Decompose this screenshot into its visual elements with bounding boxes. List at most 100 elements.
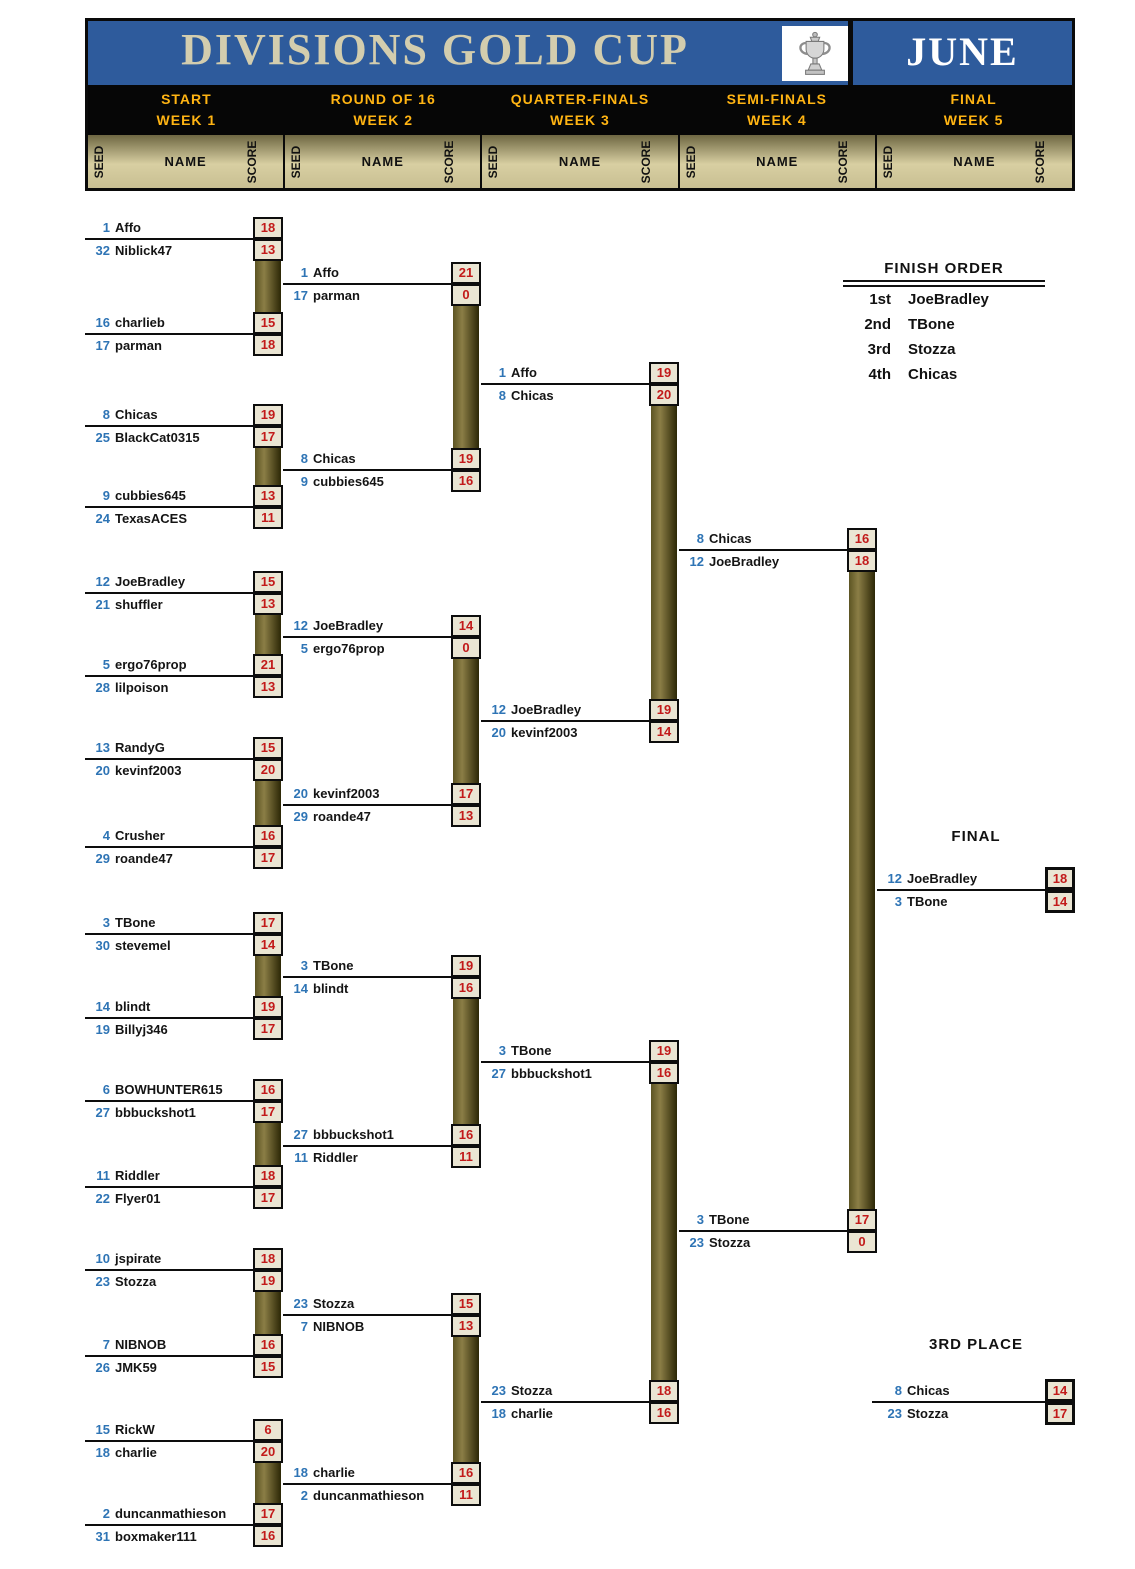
week-label: WEEK 1 <box>156 112 217 128</box>
player-name: stevemel <box>115 938 171 953</box>
player-name: TBone <box>115 915 156 930</box>
seed-label: 1 <box>102 220 110 235</box>
score-box: 16 <box>649 1062 679 1084</box>
score-box: 15 <box>253 737 283 759</box>
player-name: TBone <box>907 894 948 909</box>
score-box: 16 <box>253 1079 283 1101</box>
connector-bar <box>255 1463 281 1503</box>
tournament-title: DIVISIONS GOLD CUP <box>181 25 689 74</box>
match-line <box>872 1401 1045 1403</box>
match-line <box>283 804 451 806</box>
seed-label: 12 <box>293 618 308 633</box>
seed-label: 12 <box>689 554 704 569</box>
week-label: WEEK 2 <box>353 112 414 128</box>
header: DIVISIONS GOLD CUP JUNE START WEE <box>85 18 1075 191</box>
player-name: Chicas <box>313 451 356 466</box>
match-line <box>679 549 847 551</box>
score-box: 18 <box>1045 867 1075 890</box>
player-name: Riddler <box>115 1168 160 1183</box>
player-name: JoeBradley <box>511 702 582 717</box>
player-name: shuffler <box>115 597 163 612</box>
month-label: JUNE <box>906 29 1019 74</box>
score-box: 17 <box>253 1018 283 1040</box>
connector-bar <box>255 1292 281 1334</box>
score-box: 13 <box>451 805 481 827</box>
week-label: WEEK 4 <box>746 112 807 128</box>
seed-label: 1 <box>498 365 506 380</box>
player-name: charlie <box>313 1465 355 1480</box>
seed-label: 1 <box>300 265 308 280</box>
score-box: 19 <box>253 404 283 426</box>
player-name: Billyj346 <box>115 1022 168 1037</box>
seed-label: 19 <box>95 1022 110 1037</box>
player-name: charlie <box>115 1445 157 1460</box>
finish-name: TBone <box>908 316 955 333</box>
player-name: NIBNOB <box>115 1337 167 1352</box>
column-header-group: SEED NAME SCORE <box>285 135 483 188</box>
player-name: Chicas <box>907 1383 950 1398</box>
score-box: 16 <box>253 1525 283 1547</box>
player-name: Stozza <box>313 1296 355 1311</box>
score-box: 21 <box>451 262 481 284</box>
round-label: ROUND OF 16 <box>330 91 436 107</box>
round-header-start: START WEEK 1 <box>88 85 285 135</box>
score-box: 17 <box>253 1101 283 1123</box>
name-column-label: NAME <box>558 154 602 169</box>
score-box: 20 <box>649 384 679 406</box>
seed-label: 14 <box>95 999 110 1014</box>
player-name: Crusher <box>115 828 165 843</box>
player-name: Flyer01 <box>115 1191 161 1206</box>
player-name: Chicas <box>511 388 554 403</box>
seed-label: 30 <box>95 938 110 953</box>
score-box: 19 <box>253 1270 283 1292</box>
match-line <box>283 636 451 638</box>
connector-bar <box>453 306 479 448</box>
player-name: bbbuckshot1 <box>313 1127 394 1142</box>
seed-label: 31 <box>95 1529 110 1544</box>
match-line <box>85 238 253 240</box>
seed-label: 27 <box>95 1105 110 1120</box>
seed-label: 2 <box>102 1506 110 1521</box>
player-name: Affo <box>115 220 141 235</box>
score-box: 17 <box>451 783 481 805</box>
connector-bar <box>849 572 875 1209</box>
score-box: 19 <box>451 448 481 470</box>
player-name: JMK59 <box>115 1360 157 1375</box>
player-name: Riddler <box>313 1150 358 1165</box>
score-box: 17 <box>253 1503 283 1525</box>
seed-label: 27 <box>491 1066 506 1081</box>
player-name: TBone <box>511 1043 552 1058</box>
match-line <box>85 425 253 427</box>
player-name: bbbuckshot1 <box>511 1066 592 1081</box>
seed-label: 8 <box>894 1383 902 1398</box>
score-box: 0 <box>847 1231 877 1253</box>
finish-rank: 1st <box>869 291 891 308</box>
player-name: roande47 <box>313 809 371 824</box>
seed-label: 24 <box>95 511 110 526</box>
round-label: START <box>161 91 212 107</box>
score-box: 16 <box>253 825 283 847</box>
player-name: Stozza <box>115 1274 157 1289</box>
third-place-section-label: 3RD PLACE <box>928 1336 1023 1353</box>
player-name: Niblick47 <box>115 243 173 258</box>
round-header-quarter-finals: QUARTER-FINALS WEEK 3 <box>482 85 679 135</box>
connector-bar <box>453 999 479 1124</box>
seed-label: 11 <box>294 1150 308 1165</box>
player-name: charlie <box>511 1406 553 1421</box>
finish-order-title: FINISH ORDER <box>884 260 1004 277</box>
score-box: 20 <box>253 1441 283 1463</box>
column-header-group: SEED NAME SCORE <box>88 135 286 188</box>
seed-label: 4 <box>102 828 110 843</box>
finish-order-row: 4th Chicas <box>843 362 1045 387</box>
player-name: kevinf2003 <box>115 763 182 778</box>
seed-column-label: SEED <box>880 145 895 178</box>
match-line <box>283 1314 451 1316</box>
seed-label: 6 <box>102 1082 110 1097</box>
match-line <box>85 1017 253 1019</box>
score-box: 17 <box>253 426 283 448</box>
seed-label: 8 <box>498 388 506 403</box>
seed-label: 5 <box>102 657 110 672</box>
seed-label: 16 <box>95 315 110 330</box>
seed-label: 8 <box>102 407 110 422</box>
seed-label: 3 <box>498 1043 506 1058</box>
